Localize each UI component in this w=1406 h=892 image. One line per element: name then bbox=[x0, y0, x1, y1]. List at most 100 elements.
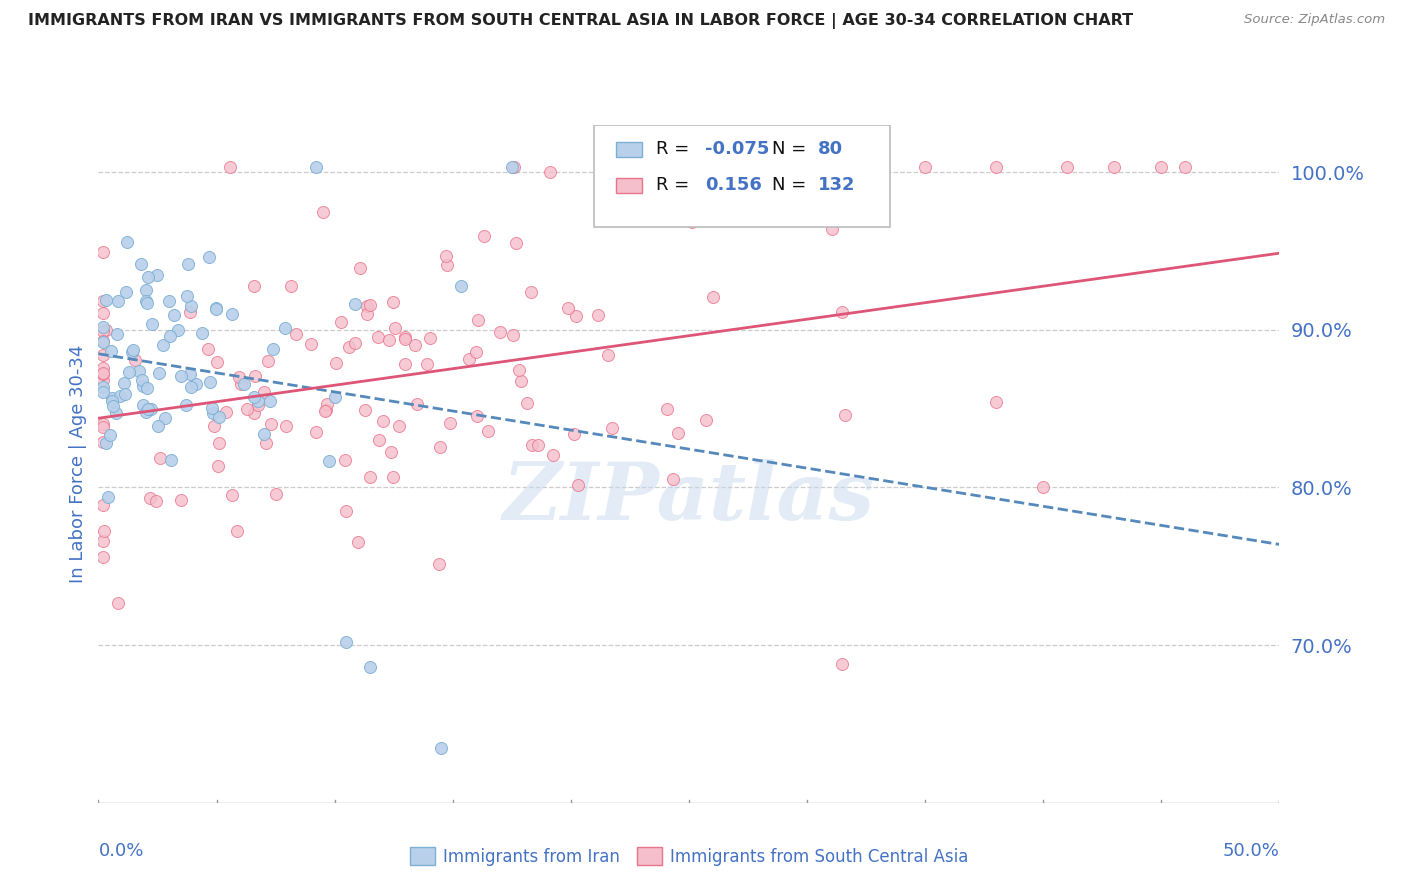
Point bbox=[538, 165, 561, 179]
Point bbox=[305, 425, 328, 440]
Point bbox=[201, 401, 224, 415]
Point bbox=[146, 268, 169, 282]
Point bbox=[163, 308, 186, 322]
Point bbox=[510, 375, 533, 389]
Point bbox=[135, 284, 157, 298]
Point bbox=[184, 377, 207, 392]
Point bbox=[167, 323, 190, 337]
Point bbox=[132, 398, 155, 412]
FancyBboxPatch shape bbox=[595, 125, 890, 227]
Point bbox=[236, 402, 259, 417]
Text: R =: R = bbox=[655, 140, 695, 158]
Point bbox=[284, 326, 307, 341]
Point bbox=[128, 364, 150, 378]
Point bbox=[221, 488, 243, 502]
Point bbox=[115, 235, 138, 249]
Point bbox=[502, 161, 524, 175]
Text: N =: N = bbox=[772, 177, 811, 194]
Point bbox=[516, 396, 538, 410]
Point bbox=[148, 367, 170, 381]
Point bbox=[100, 392, 122, 406]
Point bbox=[264, 487, 287, 501]
Point bbox=[318, 453, 340, 467]
Point bbox=[262, 343, 284, 357]
Point bbox=[179, 368, 201, 382]
Point bbox=[121, 345, 143, 359]
Point bbox=[434, 249, 457, 263]
Point bbox=[91, 334, 114, 348]
Point bbox=[118, 365, 141, 379]
Point bbox=[600, 421, 623, 435]
Point bbox=[177, 257, 200, 271]
Point bbox=[914, 161, 936, 175]
Point bbox=[382, 469, 405, 483]
Point bbox=[312, 204, 335, 219]
Text: 132: 132 bbox=[818, 177, 855, 194]
Point bbox=[247, 398, 270, 412]
Point bbox=[114, 387, 136, 401]
Point bbox=[91, 380, 114, 394]
Point bbox=[91, 319, 114, 334]
Point bbox=[243, 390, 266, 404]
Point bbox=[465, 345, 488, 359]
Point bbox=[280, 279, 302, 293]
Point bbox=[359, 660, 381, 674]
Text: Source: ZipAtlas.com: Source: ZipAtlas.com bbox=[1244, 13, 1385, 27]
Point bbox=[344, 335, 367, 350]
Point bbox=[208, 436, 231, 450]
Bar bbox=[616, 178, 641, 193]
Point bbox=[157, 294, 180, 309]
Point bbox=[170, 368, 193, 383]
Point bbox=[567, 478, 589, 492]
Point bbox=[260, 417, 283, 431]
Point bbox=[337, 340, 360, 354]
Point bbox=[541, 448, 564, 462]
Point bbox=[562, 426, 585, 441]
Point bbox=[105, 326, 128, 341]
Point bbox=[831, 657, 853, 671]
Point bbox=[198, 376, 221, 390]
Point bbox=[380, 445, 402, 459]
Point bbox=[91, 498, 114, 512]
Point bbox=[254, 436, 277, 450]
Point bbox=[91, 360, 114, 375]
Point bbox=[259, 394, 281, 409]
Point bbox=[831, 305, 853, 319]
Point bbox=[215, 405, 238, 419]
Point bbox=[152, 338, 174, 352]
Point bbox=[522, 438, 544, 452]
Text: 0.0%: 0.0% bbox=[98, 842, 143, 860]
Point bbox=[367, 433, 389, 447]
Point bbox=[430, 740, 453, 755]
Text: -0.075: -0.075 bbox=[706, 140, 770, 158]
Point bbox=[202, 418, 225, 433]
Point bbox=[243, 369, 266, 384]
Point bbox=[467, 312, 489, 326]
Point bbox=[135, 381, 157, 395]
Text: ZIPatlas: ZIPatlas bbox=[503, 459, 875, 536]
Point bbox=[93, 524, 115, 538]
Point bbox=[91, 368, 114, 382]
Point bbox=[477, 424, 499, 438]
Point bbox=[984, 395, 1007, 409]
Point bbox=[439, 416, 461, 430]
Point bbox=[359, 298, 381, 312]
Point bbox=[91, 324, 114, 338]
Point bbox=[346, 535, 368, 549]
Point bbox=[91, 420, 114, 434]
Point bbox=[136, 270, 159, 285]
Point bbox=[141, 401, 163, 416]
Point bbox=[124, 353, 146, 368]
Point bbox=[208, 409, 231, 424]
Point bbox=[419, 331, 441, 345]
Point bbox=[94, 293, 117, 307]
Point bbox=[305, 161, 328, 175]
Point bbox=[96, 435, 118, 450]
Point bbox=[394, 332, 416, 346]
Point bbox=[101, 399, 124, 413]
Point bbox=[253, 426, 276, 441]
Point bbox=[371, 413, 394, 427]
Point bbox=[219, 161, 242, 175]
Point bbox=[174, 398, 197, 412]
Point bbox=[91, 373, 114, 387]
